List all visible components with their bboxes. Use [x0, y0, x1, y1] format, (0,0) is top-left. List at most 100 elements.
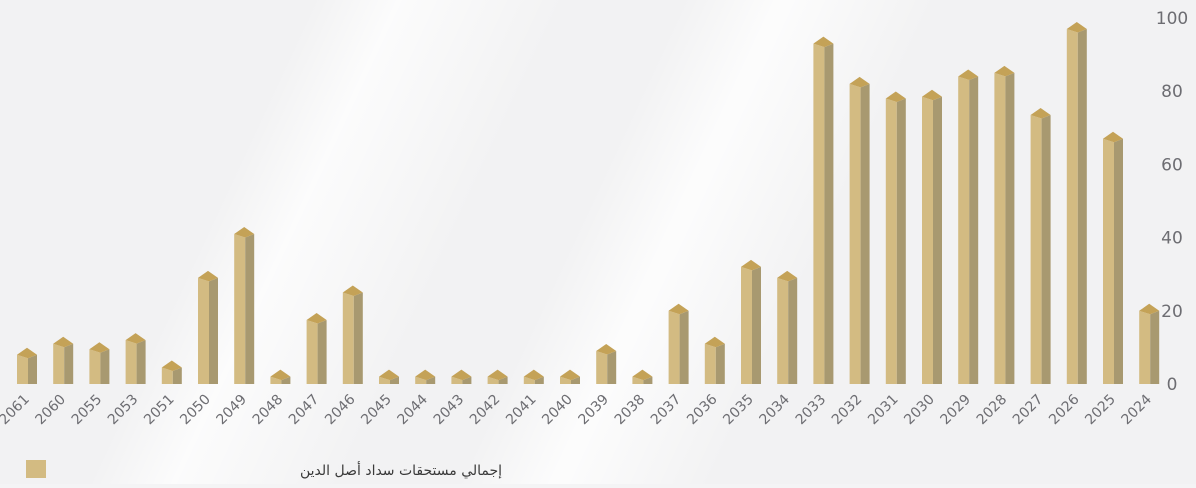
bar-front: [1066, 28, 1078, 384]
bar-2037: [668, 303, 689, 384]
x-tick-label: 2037: [648, 392, 685, 429]
bar-2044: [415, 369, 436, 384]
x-tick-label: 2042: [467, 392, 504, 429]
bar-side: [679, 310, 689, 384]
bar-top: [958, 69, 979, 81]
bar-side: [245, 233, 255, 384]
x-tick-label: 2025: [1082, 392, 1119, 429]
x-tick-label: 2045: [358, 392, 395, 429]
y-tick-label: 40: [1161, 229, 1183, 249]
bar-front: [306, 319, 318, 384]
bar-side: [788, 277, 798, 384]
bar-front: [487, 376, 499, 384]
bar-side: [824, 43, 834, 385]
bar-top: [487, 369, 508, 381]
bar-top: [668, 303, 689, 315]
x-tick-label: 2029: [938, 392, 975, 429]
bar-front: [270, 376, 282, 384]
bar-side: [462, 376, 472, 384]
bar-2048: [270, 369, 291, 384]
bar-side: [209, 277, 218, 384]
bar-front: [415, 376, 427, 384]
bar-top: [379, 369, 399, 381]
bar-front: [632, 376, 644, 384]
x-tick-label: 2060: [33, 392, 70, 429]
bar-2031: [885, 91, 906, 385]
bar-front: [89, 349, 101, 384]
bar-front: [994, 72, 1006, 385]
bar-side: [353, 292, 363, 384]
bar-front: [885, 98, 897, 385]
bar-2038: [632, 369, 653, 384]
bar-top: [885, 91, 906, 103]
bar-top: [17, 347, 37, 359]
bar-top: [1066, 21, 1087, 33]
x-tick-label: 2048: [250, 392, 287, 429]
bar-top: [777, 270, 798, 282]
bar-side: [571, 376, 580, 384]
bar-2029: [958, 69, 979, 384]
y-tick-label: 20: [1161, 302, 1183, 322]
bar-top: [342, 285, 363, 296]
bar-front: [922, 96, 933, 384]
bar-top: [451, 369, 472, 381]
bar-front: [1139, 310, 1151, 384]
bar-2024: [1139, 303, 1160, 384]
bar-2060: [53, 336, 74, 384]
bar-front: [234, 233, 246, 384]
bar-2030: [922, 89, 942, 384]
bar-side: [281, 376, 291, 384]
bar-front: [596, 351, 608, 384]
bar-front: [777, 277, 789, 384]
bar-side: [1150, 310, 1160, 384]
bar-front: [379, 376, 390, 384]
bar-top: [125, 333, 146, 344]
bar-front: [451, 376, 463, 384]
bar-front: [958, 76, 970, 384]
x-tick-label: 2049: [214, 392, 251, 429]
bar-2039: [596, 344, 617, 384]
x-tick-label: 2027: [1010, 392, 1047, 429]
bar-side: [1077, 28, 1087, 384]
bar-front: [17, 354, 28, 384]
bar-top: [89, 342, 110, 353]
bar-side: [1114, 138, 1123, 384]
bar-top: [161, 360, 182, 372]
bar-front: [1030, 114, 1042, 385]
bar-front: [198, 277, 209, 384]
bar-2032: [849, 76, 870, 384]
bar-side: [1041, 114, 1051, 385]
bar-top: [849, 76, 870, 88]
x-tick-label: 2038: [612, 392, 649, 429]
bar-side: [136, 340, 146, 384]
bar-side: [498, 376, 508, 384]
bar-front: [668, 310, 680, 384]
bar-side: [752, 266, 761, 384]
x-tick-label: 2055: [69, 392, 106, 429]
bar-side: [607, 351, 617, 384]
bar-side: [534, 376, 544, 384]
bar-top: [415, 369, 436, 381]
bar-2040: [560, 369, 580, 384]
bar-front: [849, 83, 861, 384]
x-tick-label: 2051: [141, 392, 178, 429]
x-tick-label: 2050: [177, 392, 214, 429]
x-tick-label: 2024: [1119, 391, 1156, 428]
bar-top: [741, 259, 761, 271]
x-tick-label: 2033: [793, 392, 830, 429]
bar-front: [560, 376, 571, 384]
x-tick-label: 2036: [684, 391, 721, 428]
x-tick-label: 2043: [431, 392, 468, 429]
bar-2046: [342, 285, 363, 384]
bar-side: [317, 319, 327, 384]
bar-front: [161, 367, 173, 384]
bar-front: [741, 266, 752, 384]
legend: إجمالي مستحقات سداد أصل الدين: [26, 460, 502, 479]
x-tick-label: 2035: [720, 392, 757, 429]
bar-side: [933, 96, 942, 384]
bar-top: [813, 36, 834, 48]
bar-side: [64, 343, 74, 384]
bar-front: [523, 376, 535, 384]
bar-top: [306, 312, 327, 324]
